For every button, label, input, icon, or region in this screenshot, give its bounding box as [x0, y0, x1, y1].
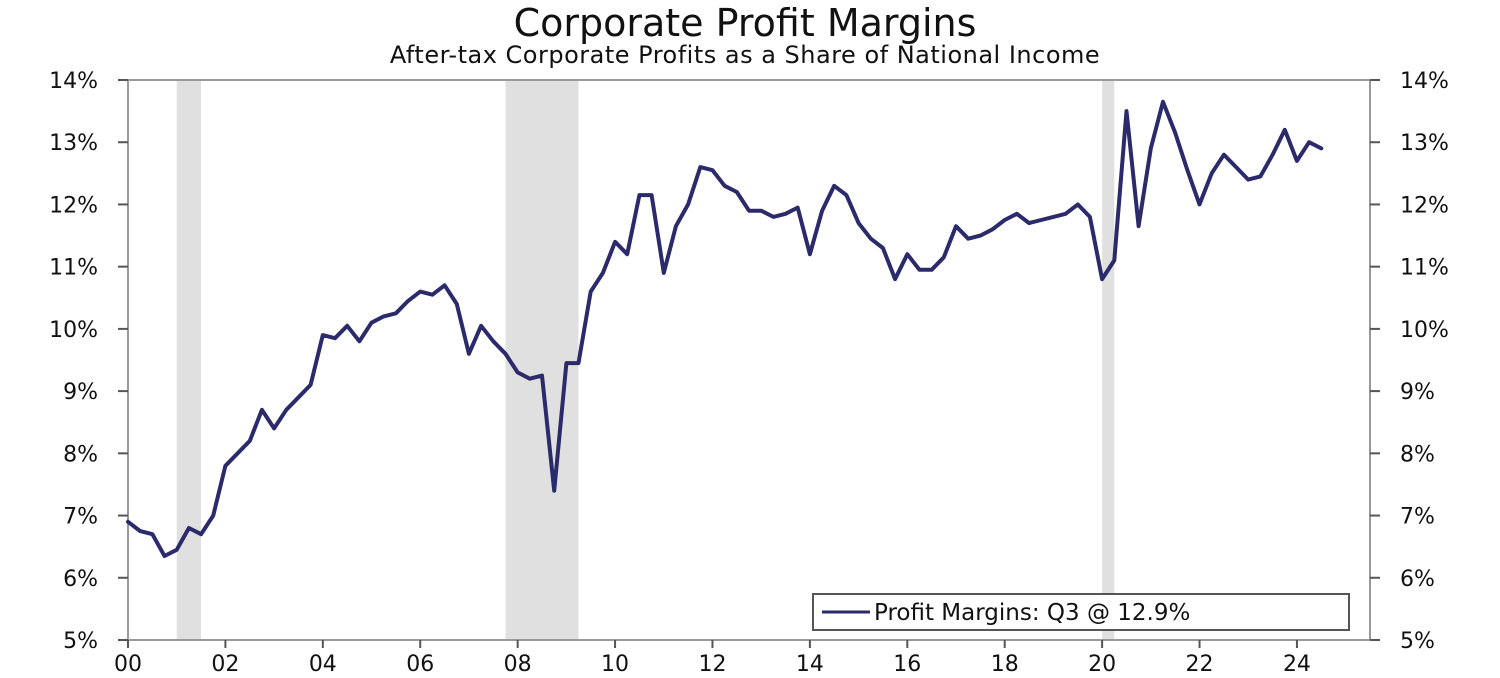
x-tick-label: 00	[114, 652, 142, 677]
recession-bands	[176, 80, 1115, 640]
series-line-profit-margins	[126, 99, 1324, 558]
y-tick-label-right: 12%	[1400, 193, 1449, 218]
series-layer	[126, 99, 1324, 558]
y-tick-label-right: 7%	[1400, 505, 1435, 530]
recession-band-2	[1102, 80, 1115, 640]
y-tick-label-right: 13%	[1400, 131, 1449, 156]
y-tick-label-left: 5%	[63, 629, 98, 654]
plot-frame	[127, 79, 1371, 641]
y-tick-label-right: 14%	[1400, 69, 1449, 94]
y-tick-label-left: 7%	[63, 505, 98, 530]
x-tick-label: 24	[1283, 652, 1311, 677]
y-tick-label-right: 5%	[1400, 629, 1435, 654]
axes: 5% 5% 6% 6% 7% 7% 8% 8% 9% 9% 10% 10% 11% 11% 12% 12% 13…	[49, 69, 1449, 677]
recession-band-0	[176, 80, 202, 640]
x-tick-label: 08	[504, 652, 532, 677]
x-tick-label: 18	[991, 652, 1019, 677]
x-tick-label: 02	[211, 652, 239, 677]
x-tick-label: 10	[601, 652, 629, 677]
legend: Profit Margins: Q3 @ 12.9%	[812, 593, 1350, 631]
legend-box	[812, 593, 1350, 631]
y-tick-label-left: 6%	[63, 567, 98, 592]
y-tick-label-left: 10%	[49, 318, 98, 343]
y-tick-label-right: 11%	[1400, 256, 1449, 281]
y-tick-label-left: 14%	[49, 69, 98, 94]
x-tick-label: 22	[1186, 652, 1214, 677]
chart-title: Corporate Profit Margins	[514, 1, 977, 45]
y-tick-label-left: 9%	[63, 380, 98, 405]
y-tick-label-right: 6%	[1400, 567, 1435, 592]
x-tick-label: 12	[698, 652, 726, 677]
x-tick-label: 16	[893, 652, 921, 677]
x-tick-label: 20	[1088, 652, 1116, 677]
x-tick-label: 14	[796, 652, 824, 677]
chart-subtitle: After-tax Corporate Profits as a Share o…	[390, 41, 1100, 69]
x-tick-label: 04	[309, 652, 337, 677]
y-tick-label-left: 11%	[49, 256, 98, 281]
legend-label: Profit Margins: Q3 @ 12.9%	[874, 600, 1190, 626]
y-tick-label-left: 13%	[49, 131, 98, 156]
y-tick-label-left: 12%	[49, 193, 98, 218]
y-tick-label-right: 10%	[1400, 318, 1449, 343]
recession-band-1	[505, 80, 579, 640]
y-tick-label-left: 8%	[63, 442, 98, 467]
y-tick-label-right: 8%	[1400, 442, 1435, 467]
x-tick-label: 06	[406, 652, 434, 677]
y-tick-label-right: 9%	[1400, 380, 1435, 405]
